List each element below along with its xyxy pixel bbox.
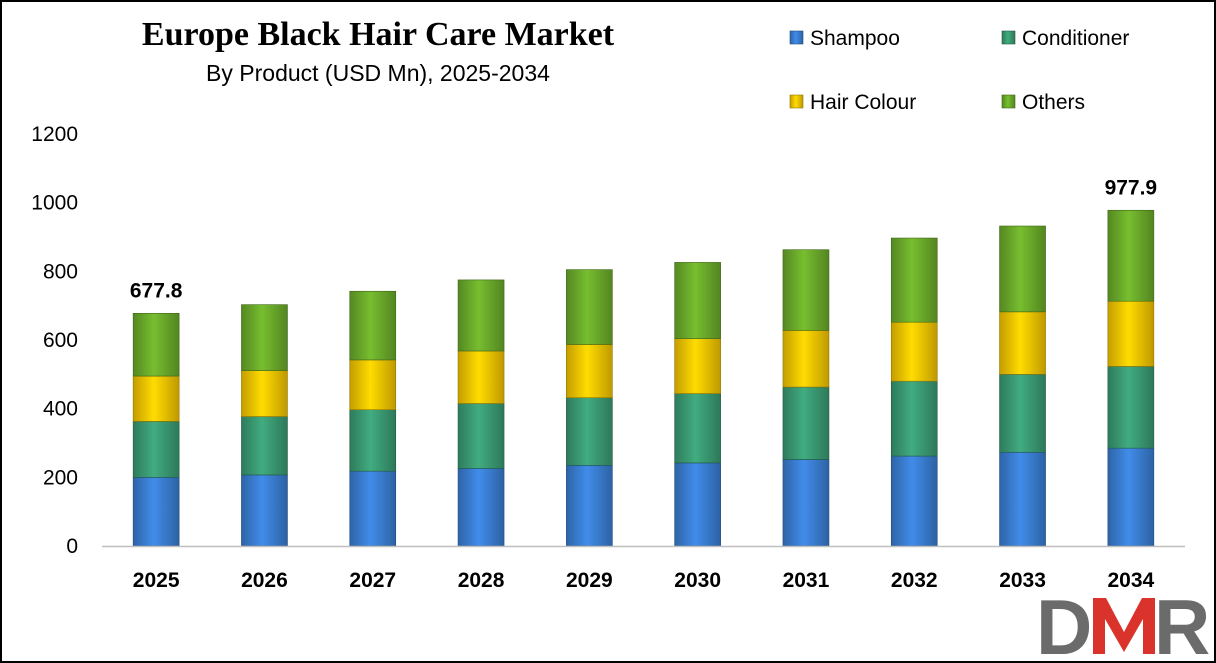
bar-segment-hair-colour — [349, 359, 397, 410]
logo-letter-r: R — [1154, 583, 1210, 661]
y-tick-label: 800 — [43, 260, 78, 283]
bar-segment-conditioner — [782, 386, 830, 460]
data-label: 977.9 — [1105, 176, 1158, 199]
legend-item-conditioner: Conditioner — [1001, 27, 1129, 50]
bar-segment-others — [782, 249, 830, 331]
bar-segment-hair-colour — [457, 350, 505, 404]
legend-swatch — [1001, 94, 1016, 109]
bar-segment-shampoo — [782, 459, 830, 547]
bar-segment-shampoo — [890, 455, 938, 547]
legend-label: Hair Colour — [810, 91, 916, 114]
x-tick-label: 2034 — [1107, 569, 1154, 592]
bar-segment-hair-colour — [1107, 300, 1155, 367]
chart-title: Europe Black Hair Care Market — [142, 16, 615, 53]
bar-segment-conditioner — [674, 393, 721, 464]
bar-segment-shampoo — [241, 474, 288, 547]
bar-segment-shampoo — [674, 462, 721, 547]
bar-segment-hair-colour — [566, 344, 613, 398]
x-tick-label: 2033 — [999, 569, 1046, 592]
y-tick-label: 1200 — [31, 123, 78, 146]
bar-segment-others — [349, 290, 397, 361]
x-tick-label: 2026 — [241, 569, 288, 592]
bar-segment-shampoo — [349, 470, 397, 547]
x-tick-label: 2031 — [783, 569, 830, 592]
bar-segment-hair-colour — [132, 375, 180, 422]
bar-segment-others — [999, 225, 1046, 313]
legend-label: Others — [1022, 91, 1085, 114]
legend-label: Conditioner — [1022, 27, 1129, 50]
bar-segment-others — [890, 237, 938, 323]
bar-segment-conditioner — [241, 416, 288, 476]
y-tick-label: 0 — [66, 535, 78, 558]
x-tick-label: 2032 — [891, 569, 938, 592]
legend-swatch — [789, 94, 804, 109]
bar-segment-others — [1107, 209, 1155, 302]
x-axis: 2025 2026 2027 2028 2029 2030 2031 2032 2033 2034 — [102, 545, 1185, 592]
bar-segment-hair-colour — [890, 321, 938, 382]
bar-segment-shampoo — [132, 477, 180, 547]
legend-item-hair-colour: Hair Colour — [789, 91, 916, 114]
bar-segment-conditioner — [349, 409, 397, 472]
x-tick-label: 2027 — [349, 569, 396, 592]
data-labels: 677.8 977.9 — [130, 176, 1157, 302]
legend-swatch — [789, 30, 804, 45]
bar-segment-shampoo — [566, 465, 613, 547]
bar-segment-hair-colour — [241, 370, 288, 417]
bar-segment-others — [241, 304, 288, 371]
bar-segment-conditioner — [566, 397, 613, 466]
y-tick-label: 1000 — [31, 192, 78, 215]
legend-item-others: Others — [1001, 91, 1085, 114]
bar-segment-conditioner — [132, 421, 180, 478]
legend: Shampoo Conditioner Hair Colour Others — [789, 27, 1129, 114]
dmr-logo: D R — [1036, 583, 1210, 661]
bar-segment-conditioner — [1107, 366, 1155, 449]
chart-subtitle: By Product (USD Mn), 2025-2034 — [206, 60, 550, 86]
y-tick-label: 200 — [43, 466, 78, 489]
x-tick-label: 2028 — [458, 569, 505, 592]
bar-segment-hair-colour — [782, 330, 830, 388]
bar-segment-hair-colour — [674, 338, 721, 394]
bar-segment-shampoo — [1107, 447, 1155, 547]
data-label: 677.8 — [130, 279, 183, 302]
logo-letter-d: D — [1036, 583, 1092, 661]
legend-item-shampoo: Shampoo — [789, 27, 900, 50]
bar-segment-conditioner — [999, 374, 1046, 453]
legend-label: Shampoo — [810, 27, 900, 50]
bar-segment-others — [674, 262, 721, 339]
x-tick-label: 2025 — [133, 569, 180, 592]
bar-segment-conditioner — [457, 403, 505, 469]
bar-segment-others — [132, 312, 180, 377]
legend-swatch — [1001, 30, 1016, 45]
bars — [132, 209, 1155, 547]
bar-segment-hair-colour — [999, 311, 1046, 375]
bar-segment-shampoo — [457, 468, 505, 547]
bar-segment-others — [457, 279, 505, 352]
y-tick-label: 400 — [43, 398, 78, 421]
bar-segment-shampoo — [999, 451, 1046, 547]
y-axis: 0 200 400 600 800 1000 1200 — [31, 123, 78, 558]
bar-segment-conditioner — [890, 380, 938, 457]
y-tick-label: 600 — [43, 329, 78, 352]
x-tick-label: 2030 — [674, 569, 721, 592]
bar-segment-others — [566, 269, 613, 345]
x-tick-label: 2029 — [566, 569, 613, 592]
logo-letter-m — [1093, 598, 1155, 654]
